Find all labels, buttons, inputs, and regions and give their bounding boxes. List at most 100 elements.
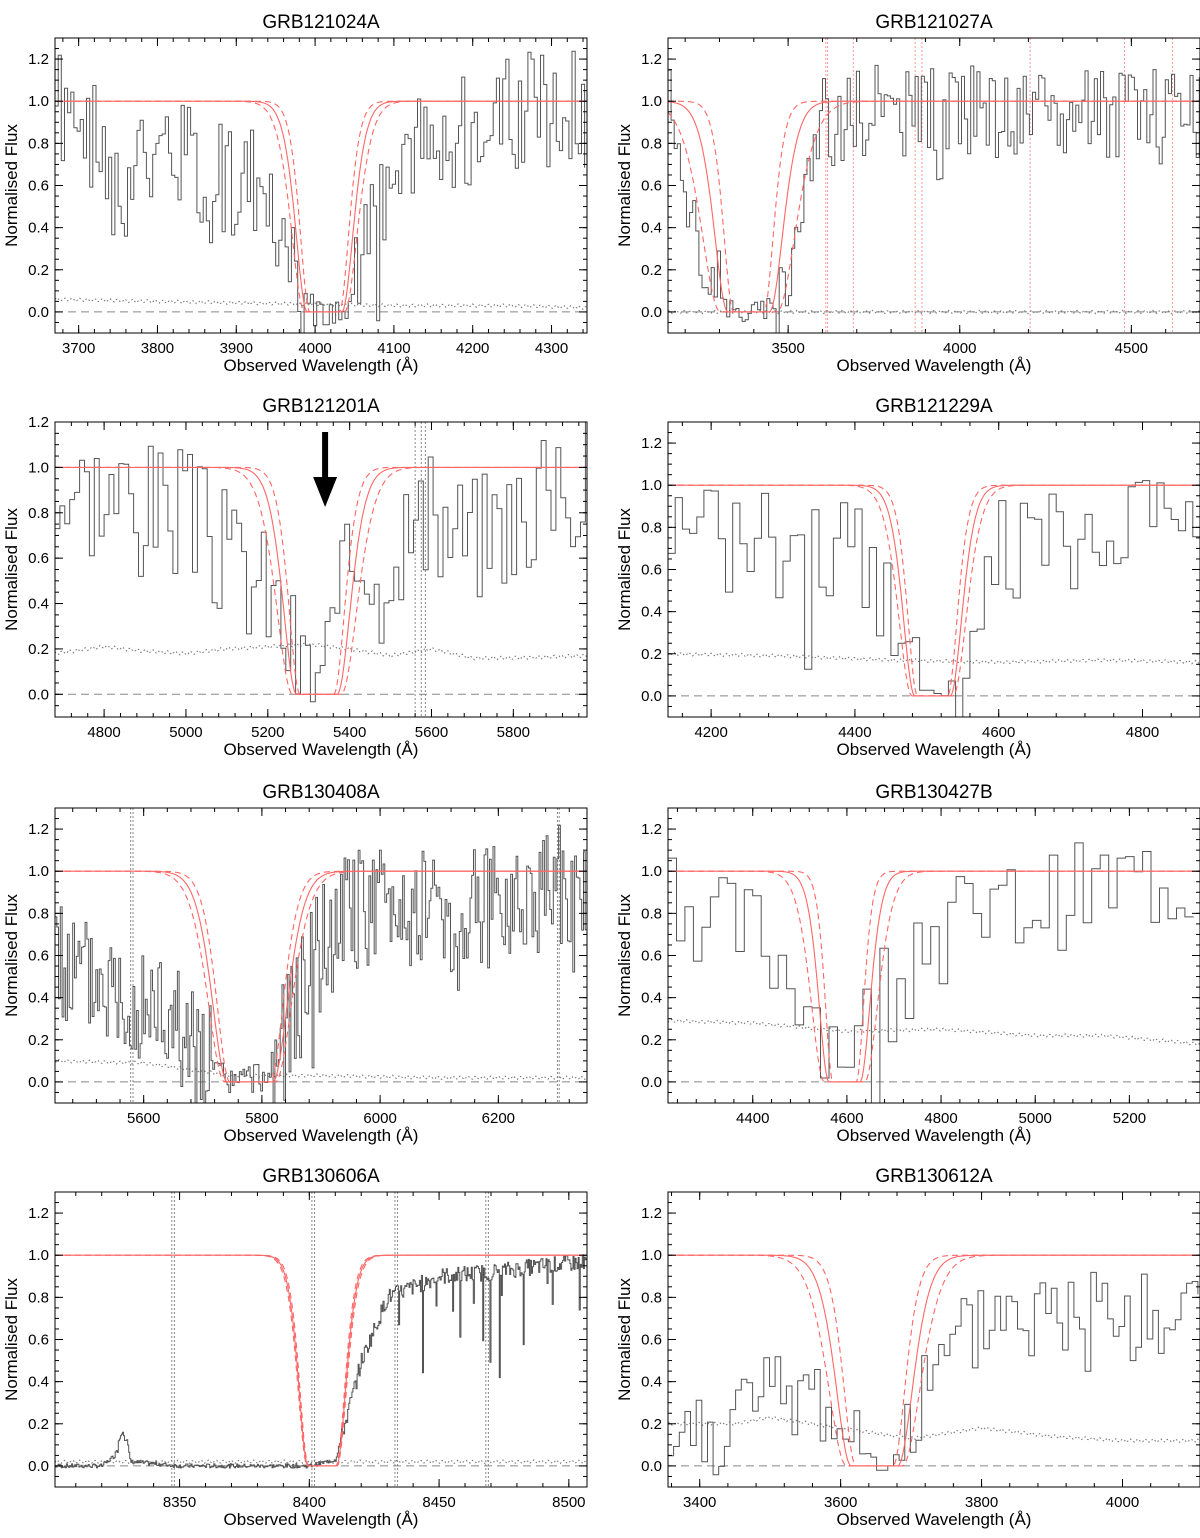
y-tick-label: 0.6 bbox=[641, 948, 662, 965]
x-tick-label: 6200 bbox=[482, 1110, 515, 1127]
x-tick-label: 4600 bbox=[830, 1110, 863, 1127]
y-tick-label: 0.0 bbox=[641, 304, 662, 321]
axes-frame bbox=[667, 1191, 1200, 1488]
x-tick-label: 3400 bbox=[683, 1494, 716, 1511]
dla-model-upper bbox=[668, 100, 1200, 313]
dla-model-upper bbox=[668, 1254, 1200, 1467]
y-axis-label: Normalised Flux bbox=[615, 124, 634, 247]
dla-model-lower bbox=[668, 1254, 1200, 1467]
y-axis-label: Normalised Flux bbox=[2, 508, 21, 631]
x-axis-label: Observed Wavelength (Å) bbox=[837, 1510, 1032, 1529]
panel-grb121024a: 0.0 0.2 0.4 0.6 0.8 1.0 1.2 3700 3800 3900 4000 410… bbox=[2, 12, 588, 375]
panel-title: GRB130427B bbox=[875, 782, 992, 803]
x-tick-label: 5000 bbox=[1019, 1110, 1052, 1127]
x-tick-label: 3900 bbox=[220, 340, 253, 357]
dla-model-lower bbox=[55, 100, 587, 313]
x-axis-label: Observed Wavelength (Å) bbox=[837, 356, 1032, 375]
dla-model-lower bbox=[668, 484, 1200, 697]
flux-spectrum bbox=[668, 64, 1200, 333]
x-tick-label: 8400 bbox=[293, 1494, 326, 1511]
x-tick-label: 4100 bbox=[377, 340, 410, 357]
y-tick-label: 0.0 bbox=[28, 686, 49, 703]
flux-spectrum bbox=[55, 1254, 587, 1469]
x-tick-label: 3800 bbox=[965, 1494, 998, 1511]
x-tick-label: 4800 bbox=[1126, 724, 1159, 741]
x-tick-label: 6000 bbox=[363, 1110, 396, 1127]
y-tick-label: 0.2 bbox=[28, 1032, 49, 1049]
error-spectrum bbox=[55, 1058, 587, 1081]
y-tick-label: 0.8 bbox=[28, 505, 49, 522]
y-tick-label: 0.0 bbox=[28, 1074, 49, 1091]
y-tick-label: 1.0 bbox=[28, 459, 49, 476]
x-tick-label: 4300 bbox=[535, 340, 568, 357]
flux-spectrum bbox=[55, 824, 587, 1103]
dla-model-upper bbox=[668, 484, 1200, 697]
y-tick-label: 0.2 bbox=[28, 641, 49, 658]
y-tick-label: 1.0 bbox=[641, 863, 662, 880]
x-tick-label: 4000 bbox=[298, 340, 331, 357]
x-tick-label: 3600 bbox=[824, 1494, 857, 1511]
axes-frame bbox=[54, 807, 588, 1104]
y-axis-label: Normalised Flux bbox=[615, 894, 634, 1017]
x-tick-label: 5800 bbox=[245, 1110, 278, 1127]
panel-title: GRB130606A bbox=[262, 1166, 380, 1187]
x-axis-label: Observed Wavelength (Å) bbox=[224, 1126, 419, 1145]
panel-title: GRB121027A bbox=[875, 12, 993, 33]
y-tick-label: 0.4 bbox=[28, 596, 49, 613]
x-axis-label: Observed Wavelength (Å) bbox=[224, 1510, 419, 1529]
x-tick-label: 4600 bbox=[982, 724, 1015, 741]
panel-title: GRB130408A bbox=[262, 782, 380, 803]
y-tick-label: 1.2 bbox=[641, 821, 662, 838]
x-tick-label: 4400 bbox=[736, 1110, 769, 1127]
x-tick-label: 5600 bbox=[415, 724, 448, 741]
dla-model-lower bbox=[668, 870, 1200, 1083]
y-tick-label: 1.2 bbox=[641, 435, 662, 452]
dla-model-fit bbox=[668, 484, 1200, 697]
y-tick-label: 1.0 bbox=[641, 1247, 662, 1264]
y-tick-label: 0.8 bbox=[641, 905, 662, 922]
y-axis-label: Normalised Flux bbox=[615, 1278, 634, 1401]
panel-grb130427b: 0.0 0.2 0.4 0.6 0.8 1.0 1.2 4400 4600 4800 5000 520… bbox=[615, 782, 1200, 1145]
y-tick-label: 0.4 bbox=[28, 990, 49, 1007]
x-tick-label: 8500 bbox=[552, 1494, 585, 1511]
y-tick-label: 0.6 bbox=[641, 1332, 662, 1349]
x-tick-label: 4200 bbox=[694, 724, 727, 741]
dla-model-fit bbox=[55, 1254, 587, 1467]
y-tick-label: 0.2 bbox=[641, 262, 662, 279]
y-axis-label: Normalised Flux bbox=[2, 124, 21, 247]
y-tick-label: 1.2 bbox=[28, 1205, 49, 1222]
axes-frame bbox=[667, 421, 1200, 718]
y-tick-label: 0.8 bbox=[641, 519, 662, 536]
x-tick-label: 5400 bbox=[333, 724, 366, 741]
error-spectrum bbox=[668, 1415, 1200, 1444]
y-tick-label: 1.2 bbox=[641, 51, 662, 68]
error-spectrum bbox=[55, 642, 587, 661]
y-tick-label: 1.0 bbox=[28, 93, 49, 110]
x-tick-label: 4200 bbox=[456, 340, 489, 357]
y-tick-label: 0.6 bbox=[28, 948, 49, 965]
y-tick-label: 0.4 bbox=[28, 220, 49, 237]
flux-spectrum bbox=[55, 422, 586, 703]
y-axis-label: Normalised Flux bbox=[2, 1278, 21, 1401]
plot-area bbox=[55, 808, 587, 1103]
y-tick-label: 0.4 bbox=[641, 990, 662, 1007]
error-spectrum bbox=[55, 296, 587, 310]
dla-model-upper bbox=[55, 100, 587, 313]
y-tick-label: 1.2 bbox=[641, 1205, 662, 1222]
x-tick-label: 5800 bbox=[497, 724, 530, 741]
panel-title: GRB121024A bbox=[262, 12, 380, 33]
panel-title: GRB121229A bbox=[875, 396, 993, 417]
y-tick-label: 0.4 bbox=[641, 1374, 662, 1391]
plot-area bbox=[55, 422, 587, 717]
x-tick-label: 5200 bbox=[1113, 1110, 1146, 1127]
y-tick-label: 1.0 bbox=[641, 477, 662, 494]
flux-spectrum bbox=[668, 842, 1194, 1103]
x-tick-label: 4000 bbox=[1106, 1494, 1139, 1511]
axes-frame bbox=[54, 37, 588, 334]
x-axis-label: Observed Wavelength (Å) bbox=[837, 1126, 1032, 1145]
y-tick-label: 1.2 bbox=[28, 821, 49, 838]
y-tick-label: 0.0 bbox=[28, 1458, 49, 1475]
dla-model-upper bbox=[668, 870, 1200, 1083]
panel-grb121027a: 0.0 0.2 0.4 0.6 0.8 1.0 1.2 3500 4000 4500 GRB1210… bbox=[615, 12, 1200, 375]
